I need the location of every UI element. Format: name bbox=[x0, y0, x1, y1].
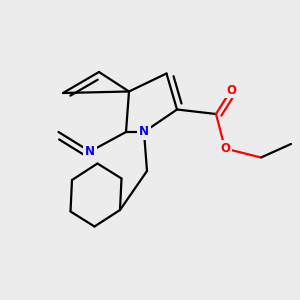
Text: N: N bbox=[85, 145, 95, 158]
Text: O: O bbox=[226, 83, 236, 97]
Text: N: N bbox=[139, 125, 149, 139]
Text: O: O bbox=[220, 142, 230, 155]
